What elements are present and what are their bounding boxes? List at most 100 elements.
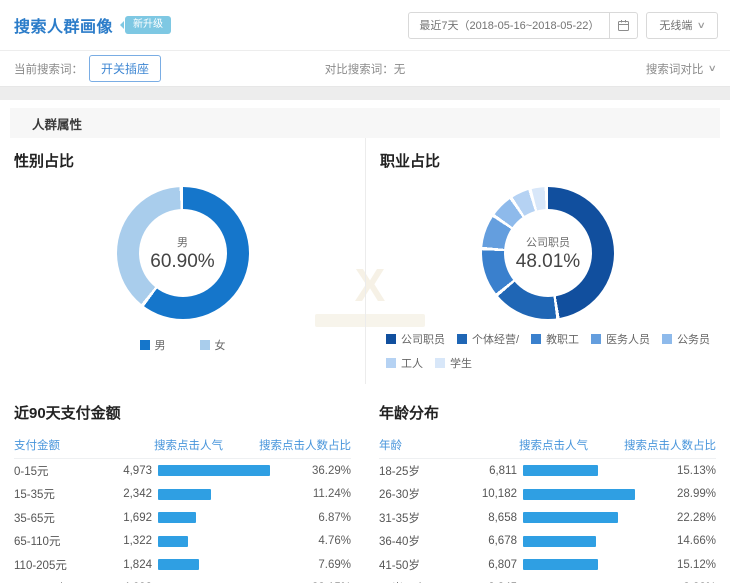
page-title: 搜索人群画像 [14,19,114,36]
chevron-down-icon: ∨ [697,19,707,30]
legend-swatch [199,340,210,350]
gender-legend: 男女 [14,337,351,353]
row-bar [158,512,196,524]
row-label: 110-205元 [14,559,67,572]
legend-item: 学生 [435,355,472,371]
legend-label: 男 [154,340,166,352]
legend-item: 公务员 [662,331,710,347]
legend-swatch [662,334,673,344]
row-label: 0-15元 [14,465,49,478]
section-header-audience-attributes: 人群属性 [10,108,720,138]
legend-swatch [435,358,445,368]
occupation-donut-chart: 公司职员 48.01% [482,187,614,319]
row-percentage: 7.69% [318,558,351,571]
row-label: 35-65元 [14,512,55,525]
row-percentage: 11.24% [312,488,351,501]
gender-chart-panel: 性别占比 男 60.90% 男女 [0,138,365,384]
title-wrap: 搜索人群画像 新升级 [14,13,172,37]
row-bar [523,559,598,571]
legend-item: 女 [199,337,226,353]
gender-donut-center: 男 60.90% [138,209,227,297]
legend-label: 个体经营/ [472,334,520,346]
row-percentage: 36.29% [311,464,351,477]
legend-item: 医务人员 [591,331,650,347]
row-label: 31-35岁 [379,512,420,525]
calendar-button[interactable] [609,12,637,38]
row-percentage: 6.87% [318,511,351,524]
row-label: 26-30岁 [379,489,420,502]
legend-label: 女 [214,340,226,352]
row-value: 10,182 [481,488,517,501]
occupation-center-value: 48.01% [515,250,581,272]
row-value: 1,692 [123,511,152,524]
upgrade-badge: 新升级 [120,16,172,34]
date-range-group: 最近7天（2018-05-16~2018-05-22） [408,11,639,39]
legend-swatch [386,358,396,368]
column-header: 支付金额 [14,440,60,452]
row-bar [523,512,618,524]
age-table-body: 18-25岁 6,811 15.13% 26-30岁 10,182 28.99% 31-35… [379,459,716,583]
payment-table-body: 0-15元 4,973 36.29% 15-35元 2,342 11.24% 35-65元 1… [14,459,351,583]
table-row: 35-65元 1,692 6.87% [14,506,351,530]
age-table-title: 年龄分布 [379,405,440,422]
row-bar [158,559,199,571]
row-bar [158,465,270,477]
table-row: 110-205元 1,824 7.69% [14,553,351,577]
row-value: 6,678 [488,535,517,548]
row-percentage: 15.13% [676,464,716,477]
legend-item: 教职工 [531,331,579,347]
row-bar [158,535,188,547]
row-value: 8,658 [488,511,517,524]
row-percentage: 22.28% [676,511,716,524]
section-divider-strip [0,87,730,100]
gender-donut-chart: 男 60.90% [116,187,249,319]
age-table-panel: 年龄分布 年龄 搜索点击人气 搜索点击人数占比 18-25岁 6,811 15.13… [365,384,730,583]
payment-table-header: 支付金额 搜索点击人气 搜索点击人数占比 [14,437,351,459]
occupation-center-label: 公司职员 [526,236,570,249]
legend-label: 教职工 [546,334,580,346]
payment-table-title: 近90天支付金额 [14,405,121,422]
column-header: 年龄 [379,440,402,452]
legend-label: 学生 [450,358,472,370]
row-value: 1,322 [123,535,152,548]
table-row: 36-40岁 6,678 14.66% [379,530,716,554]
row-bar [523,488,635,500]
legend-swatch [531,334,542,344]
payment-table-panel: 近90天支付金额 支付金额 搜索点击人气 搜索点击人数占比 0-15元 4,973… [0,384,365,583]
date-range-selector[interactable]: 最近7天（2018-05-16~2018-05-22） [419,20,600,32]
chevron-down-icon: ∨ [708,63,718,73]
tables-row: 近90天支付金额 支付金额 搜索点击人气 搜索点击人数占比 0-15元 4,973… [0,384,730,583]
keyword-compare-label: 搜索词对比 [645,63,704,76]
column-header: 搜索点击人气 [154,440,223,452]
table-row: 0-15元 4,973 36.29% [14,459,351,483]
keyword-compare-dropdown[interactable]: 搜索词对比 ∨ [645,61,718,77]
gender-chart-title: 性别占比 [14,153,75,170]
calendar-icon [618,19,630,31]
row-value: 6,807 [488,558,517,571]
row-value: 1,824 [123,558,152,571]
legend-label: 工人 [401,358,423,370]
column-header: 搜索点击人气 [519,440,588,452]
row-value: 2,342 [123,488,152,501]
legend-label: 公务员 [677,334,711,346]
age-table-header: 年龄 搜索点击人气 搜索点击人数占比 [379,437,716,459]
table-row: 65-110元 1,322 4.76% [14,530,351,554]
terminal-dropdown[interactable]: 无线端 ∨ [646,11,718,39]
current-keyword-label: 当前搜索词： [14,63,83,76]
legend-item: 个体经营/ [457,331,519,347]
legend-label: 公司职员 [401,334,445,346]
charts-row: 性别占比 男 60.90% 男女 职业占比 公司职员 48.01% 公司职员 个体… [0,138,730,384]
gender-center-label: 男 [177,236,188,249]
current-keyword-button[interactable]: 开关插座 [89,55,162,82]
occupation-chart-panel: 职业占比 公司职员 48.01% 公司职员 个体经营/教职工 医务人员 公务员 工人 学生 [365,138,730,384]
row-value: 4,973 [123,464,152,477]
row-value: 6,811 [489,464,517,477]
header-controls: 最近7天（2018-05-16~2018-05-22） 无线端 ∨ [408,11,718,39]
occupation-donut-center: 公司职员 48.01% [504,209,592,297]
filter-bar: 当前搜索词： 开关插座 对比搜索词：无 搜索词对比 ∨ [0,50,730,87]
table-row: 41-50岁 6,807 15.12% [379,553,716,577]
row-label: 41-50岁 [379,559,420,572]
table-row: 26-30岁 10,182 28.99% [379,483,716,507]
occupation-legend: 公司职员 个体经营/教职工 医务人员 公务员工人 学生 [386,331,716,371]
main-content: 人群属性 X 性别占比 男 60.90% 男女 职业占比 公司职员 48.01% [0,108,730,583]
